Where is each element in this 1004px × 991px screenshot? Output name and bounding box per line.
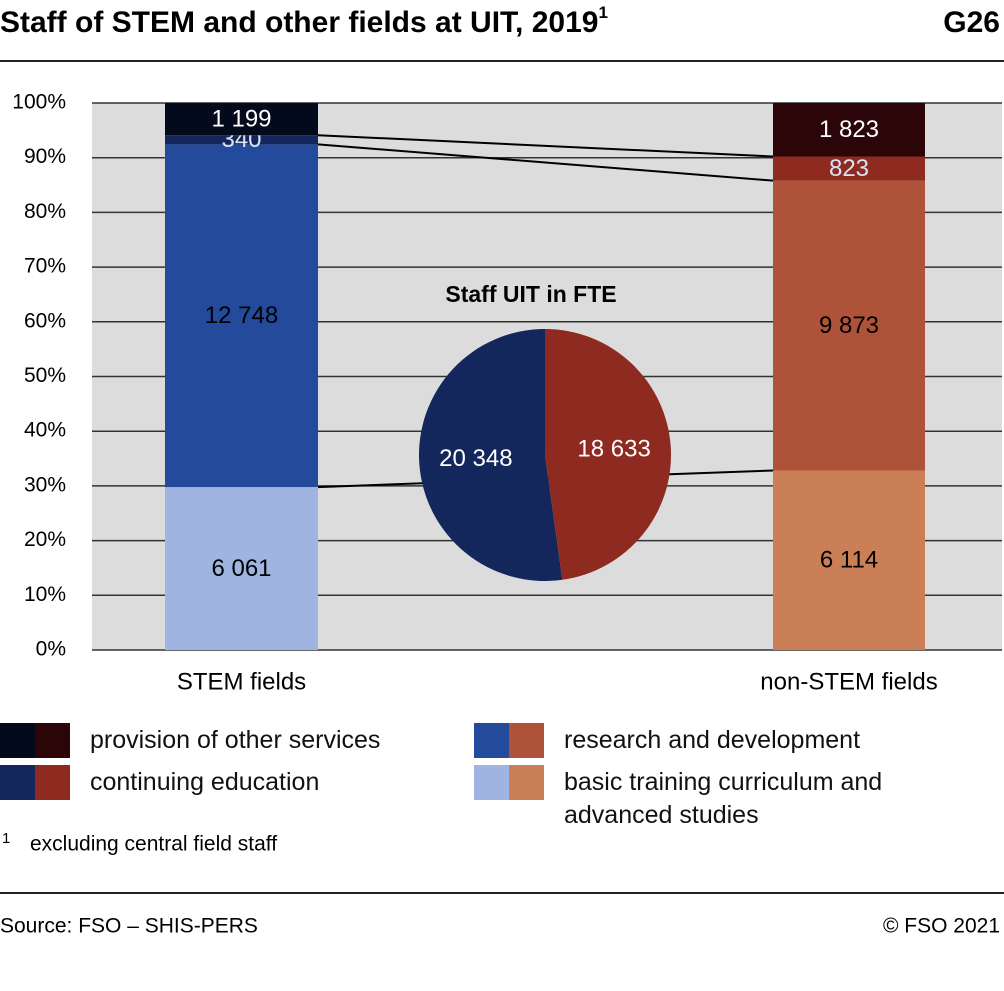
footnote-marker: 1 [2,830,10,847]
y-tick-label: 10% [24,583,66,606]
legend-swatch [0,765,35,800]
y-tick-label: 50% [24,364,66,387]
legend-swatch [474,723,509,758]
x-tick-label: STEM fields [177,668,306,695]
data-label: 1 823 [819,116,879,143]
bar-segment [165,103,318,136]
legend-swatch [474,765,509,800]
legend-label: research and development [564,726,861,754]
connector-line [317,134,774,158]
chart-number: G26 [943,6,1000,39]
bar-segment [165,144,318,488]
pie-title: Staff UIT in FTE [445,281,616,307]
copyright: © FSO 2021 [883,915,1000,938]
pie-slice [545,329,672,580]
bar-segment [773,180,925,471]
legend-swatch [509,765,544,800]
legend-swatch [0,723,35,758]
data-label: 6 061 [211,555,271,582]
y-tick-label: 30% [24,473,66,496]
legend-label: basic training curriculum and advanced s… [564,768,883,829]
legend-swatch [35,765,70,800]
bar-segment [773,470,925,650]
legend-swatch [509,723,544,758]
y-tick-label: 0% [36,638,66,661]
y-tick-label: 70% [24,255,66,278]
bar-segment [165,135,318,145]
pie-label: 20 348 [439,445,512,472]
legend-label: continuing education [90,768,320,796]
data-label: 12 748 [205,302,278,329]
y-tick-label: 20% [24,528,66,551]
connector-line [317,143,774,182]
legend-label: provision of other services [90,726,381,754]
y-tick-label: 100% [12,91,66,114]
y-tick-label: 60% [24,309,66,332]
pie-label: 18 633 [577,436,650,463]
chart-title: Staff of STEM and other fields at UIT, 2… [0,3,608,38]
bar-segment [773,103,925,157]
title-marker: 1 [598,3,607,22]
bar-segment [773,156,925,181]
source: Source: FSO – SHIS-PERS [0,915,258,938]
x-tick-label: non-STEM fields [760,668,937,695]
data-label: 6 114 [820,547,878,574]
data-label: 1 199 [211,105,271,132]
y-tick-label: 80% [24,200,66,223]
y-tick-label: 90% [24,145,66,168]
title-text: Staff of STEM and other fields at UIT, 2… [0,6,598,39]
data-label: 9 873 [819,312,879,339]
bar-segment [165,487,318,650]
y-tick-label: 40% [24,419,66,442]
pie-slice [419,329,563,581]
data-label: 823 [829,155,869,182]
footnote: excluding central field staff [30,833,277,856]
legend-swatch [35,723,70,758]
